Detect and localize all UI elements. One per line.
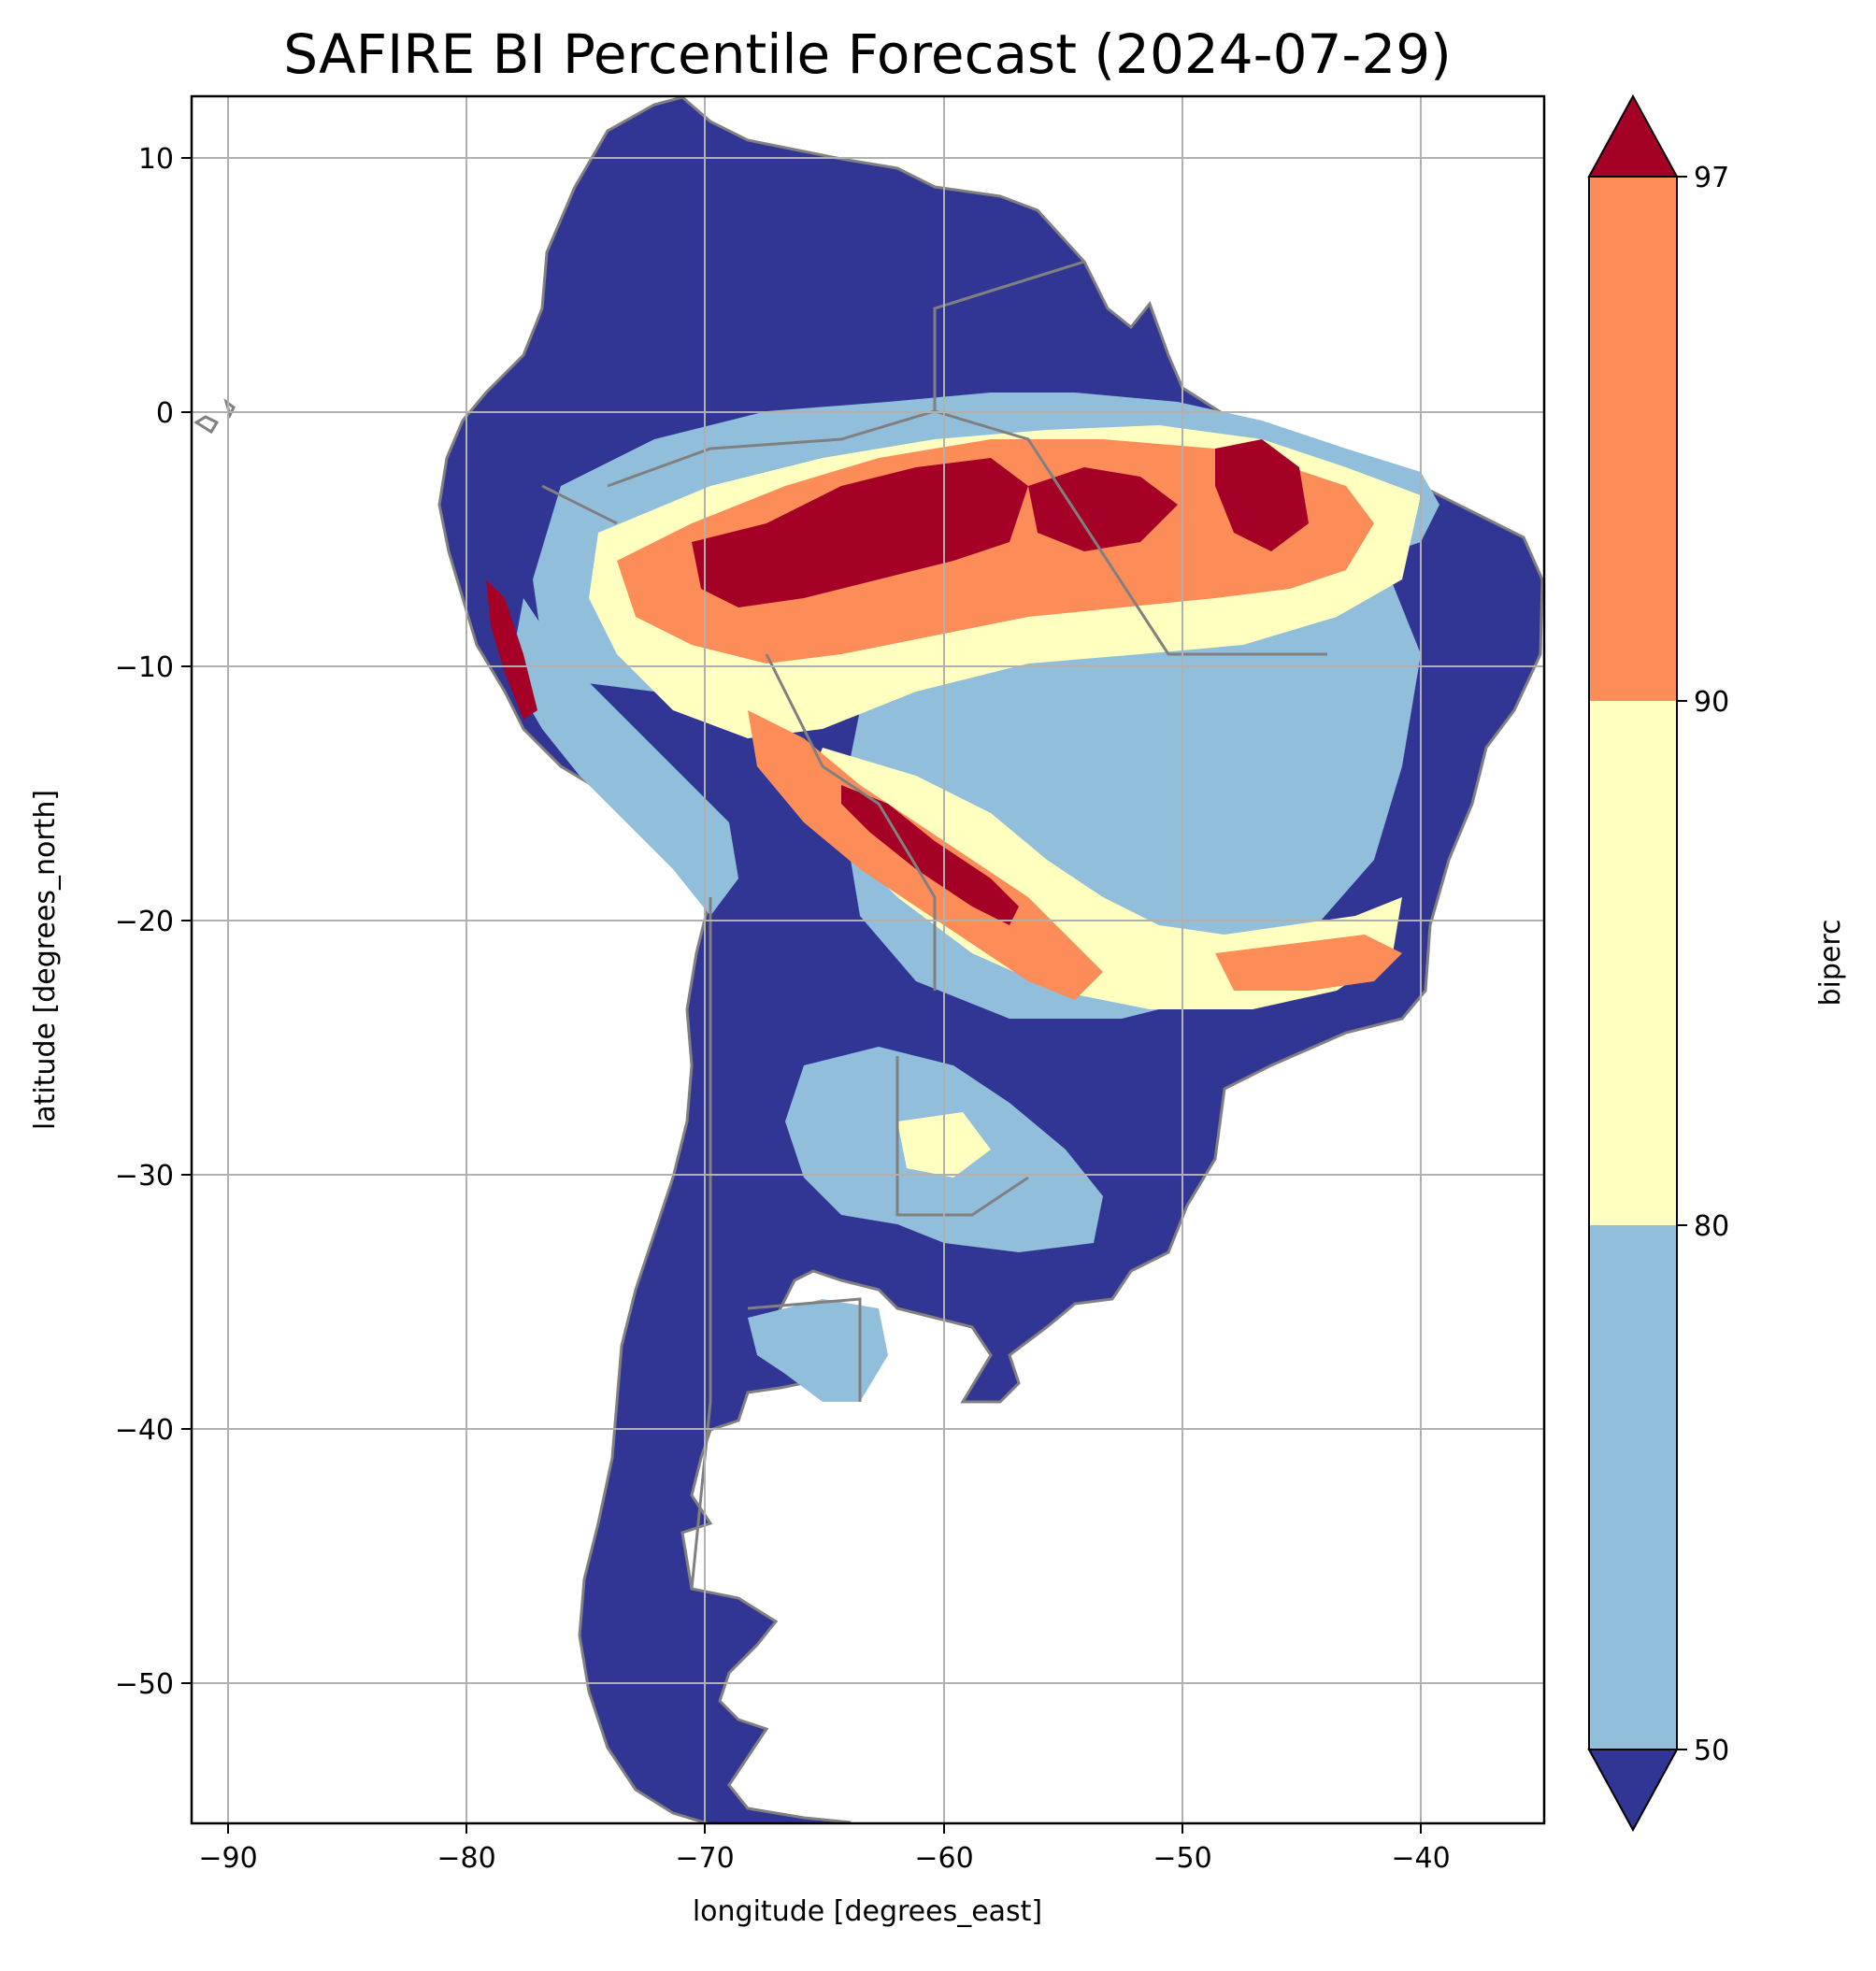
y-axis: 10 0 −10 −20 −30 −40 −50 latitude [degre… (29, 143, 192, 1701)
x-tick-label: −80 (437, 1842, 495, 1875)
x-tick-label: −40 (1391, 1842, 1450, 1875)
colorbar-tick-label: 50 (1694, 1735, 1729, 1767)
colorbar-segment-50-80 (1589, 1225, 1677, 1750)
y-tick-label: −40 (115, 1414, 174, 1447)
colorbar-tick-label: 80 (1694, 1210, 1729, 1243)
y-tick-label: −50 (115, 1668, 174, 1701)
colorbar: 97 90 80 50 biperc (1587, 93, 1847, 1833)
y-tick-label: 0 (156, 397, 174, 430)
map-area (193, 96, 1544, 1823)
y-tick-label: −20 (115, 906, 174, 938)
y-axis-label: latitude [degrees_north] (29, 790, 62, 1130)
zone-above-97-amazon-east (1028, 467, 1178, 551)
zone-above-97-peru (486, 579, 537, 720)
zone-90-97-amazon (617, 439, 1374, 664)
grid (192, 96, 1544, 1823)
zone-80-90-cerrado (804, 748, 1402, 1009)
y-tick-label: −10 (115, 651, 174, 684)
colorbar-frame (1588, 176, 1678, 1750)
colorbar-tick-label: 97 (1694, 162, 1729, 194)
colorbar-tick-label: 90 (1694, 686, 1729, 719)
colorbar-extend-min (1587, 1749, 1679, 1833)
colorbar-segment-90-97 (1589, 177, 1677, 701)
x-axis: −90 −80 −70 −60 −50 −40 longitude [degre… (198, 1823, 1451, 1928)
x-tick-label: −50 (1153, 1842, 1211, 1875)
zone-above-97-pantanal (841, 785, 1019, 925)
colorbar-extend-max (1587, 93, 1679, 178)
zone-above-97-para (1215, 439, 1309, 551)
y-tick-label: −30 (115, 1160, 174, 1193)
zone-50-80-andes (509, 598, 738, 916)
zone-90-97-southeast (1215, 935, 1402, 991)
axes-frame (190, 94, 1546, 1825)
x-tick-label: −60 (914, 1842, 973, 1875)
x-axis-label: longitude [degrees_east] (693, 1895, 1042, 1928)
x-tick-label: −90 (198, 1842, 257, 1875)
y-tick-label: 10 (138, 143, 174, 176)
colorbar-segment-80-90 (1589, 701, 1677, 1225)
map-title: SAFIRE BI Percentile Forecast (2024-07-2… (283, 22, 1452, 86)
colorbar-label: biperc (1814, 919, 1847, 1006)
x-tick-label: −70 (675, 1842, 734, 1875)
zone-50-80-pampa (748, 1299, 888, 1402)
